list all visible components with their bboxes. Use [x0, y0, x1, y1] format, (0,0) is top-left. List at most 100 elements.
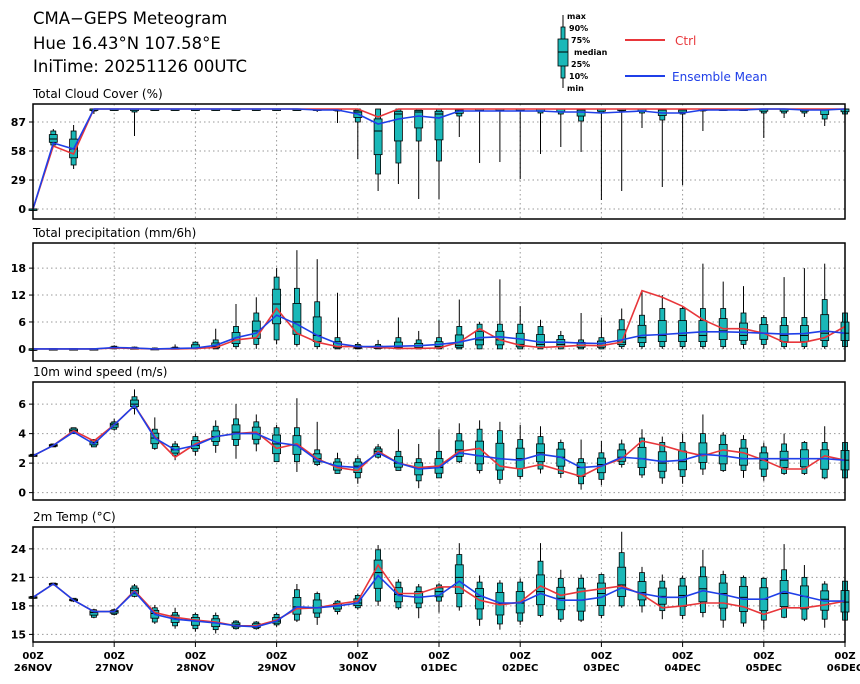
x-tick-date: 02DEC [502, 663, 538, 674]
box-whisker [698, 414, 708, 475]
x-tick-hour: 00Z [428, 651, 449, 662]
x-tick-hour: 00Z [591, 651, 612, 662]
legend-median: median [574, 48, 608, 57]
x-tick-date: 04DEC [664, 663, 700, 674]
box-iqr [637, 324, 647, 344]
box-whisker [454, 299, 464, 350]
box-iqr [373, 118, 383, 156]
box-whisker [312, 259, 322, 349]
x-tick-hour: 00Z [104, 651, 125, 662]
panel-0: Total Cloud Cover (%) 0 29 58 87 [11, 87, 850, 220]
box-iqr [48, 134, 58, 143]
y-tick-label: 12 [11, 289, 26, 302]
box-whisker [231, 304, 241, 349]
box-whisker [495, 421, 505, 484]
ensemble-mean-line [32, 108, 846, 210]
box-iqr [292, 597, 302, 615]
y-tick-label: 18 [11, 600, 26, 613]
box-whisker [617, 439, 627, 468]
box-whisker [779, 108, 789, 118]
box-whisker [475, 420, 485, 474]
legend-max: max [567, 12, 587, 21]
box-whisker [597, 108, 606, 200]
box-whisker [820, 108, 830, 126]
box-whisker [454, 108, 464, 137]
box-whisker [89, 608, 99, 619]
legend-p90: 90% [569, 24, 588, 33]
legend-box-glyph [557, 15, 569, 88]
box-iqr [393, 110, 403, 142]
y-tick-label: 0 [18, 203, 26, 216]
box-whisker [515, 424, 525, 480]
box-whisker [800, 565, 809, 622]
panel-frame [32, 242, 846, 362]
legend-ctrl-label: Ctrl [675, 34, 696, 48]
box-whisker [231, 404, 241, 459]
panel-3: 2m Temp (°C) 15 18 21 24 [11, 510, 850, 643]
x-tick-date: 01DEC [421, 663, 457, 674]
box-whisker [637, 290, 647, 349]
box-whisker [130, 389, 139, 415]
box-whisker [698, 549, 708, 618]
panel-title: 2m Temp (°C) [33, 510, 116, 524]
box-whisker [333, 292, 342, 350]
ctrl-line [32, 563, 846, 627]
box-iqr [434, 110, 444, 141]
y-tick-label: 6 [18, 398, 26, 411]
x-tick-hour: 00Z [834, 651, 855, 662]
y-tick-label: 6 [18, 316, 26, 329]
y-tick-label: 0 [18, 343, 26, 356]
box-whisker [515, 306, 525, 350]
box-whisker [800, 268, 809, 349]
box-whisker [556, 108, 566, 147]
box-iqr [698, 576, 708, 603]
y-tick-label: 29 [11, 174, 26, 187]
ensemble-mean-line [32, 574, 845, 628]
panel-frame [32, 103, 846, 220]
box-whisker [637, 429, 647, 478]
x-tick-hour: 00Z [753, 651, 774, 662]
panel-title: Total precipitation (mm/6h) [32, 226, 196, 240]
x-tick-date: 26NOV [14, 663, 53, 674]
box-iqr [617, 329, 627, 346]
box-iqr [272, 288, 282, 325]
box-whisker [597, 441, 606, 486]
box-whisker [434, 429, 444, 479]
box-whisker [536, 108, 545, 154]
box-iqr [312, 316, 322, 342]
box-iqr [739, 447, 748, 466]
box-iqr [475, 588, 485, 610]
box-whisker [576, 574, 586, 623]
box-whisker [292, 584, 302, 623]
box-whisker [678, 306, 687, 349]
ensemble-mean-line [33, 314, 846, 350]
panel-2: 10m wind speed (m/s) 0 2 4 6 [18, 365, 850, 501]
box-whisker [515, 108, 525, 179]
box-whisker [759, 108, 769, 138]
box-whisker [414, 584, 424, 619]
init-time-label: IniTime: 20251126 00UTC [33, 57, 247, 76]
ctrl-line [32, 404, 846, 478]
box-whisker [698, 263, 708, 349]
box-whisker [718, 570, 728, 628]
box-iqr [617, 566, 627, 597]
box-whisker [698, 108, 708, 131]
x-tick-hour: 00Z [347, 651, 368, 662]
box-iqr [373, 559, 383, 589]
box-whisker [820, 426, 830, 480]
y-tick-label: 21 [11, 571, 26, 584]
y-tick-label: 2 [18, 457, 26, 470]
box-iqr [536, 334, 545, 348]
box-whisker [333, 452, 342, 474]
x-tick-date: 03DEC [583, 663, 619, 674]
x-tick-hour: 00Z [266, 651, 287, 662]
box-whisker [251, 297, 261, 349]
legend-p25: 25% [571, 60, 590, 69]
box-iqr [637, 581, 647, 601]
box-whisker [820, 263, 830, 349]
x-tick-date: 29NOV [257, 663, 296, 674]
box-whisker [779, 277, 789, 349]
legend-min: min [567, 84, 584, 93]
box-whisker [759, 577, 769, 630]
x-tick-hour: 00Z [672, 651, 693, 662]
